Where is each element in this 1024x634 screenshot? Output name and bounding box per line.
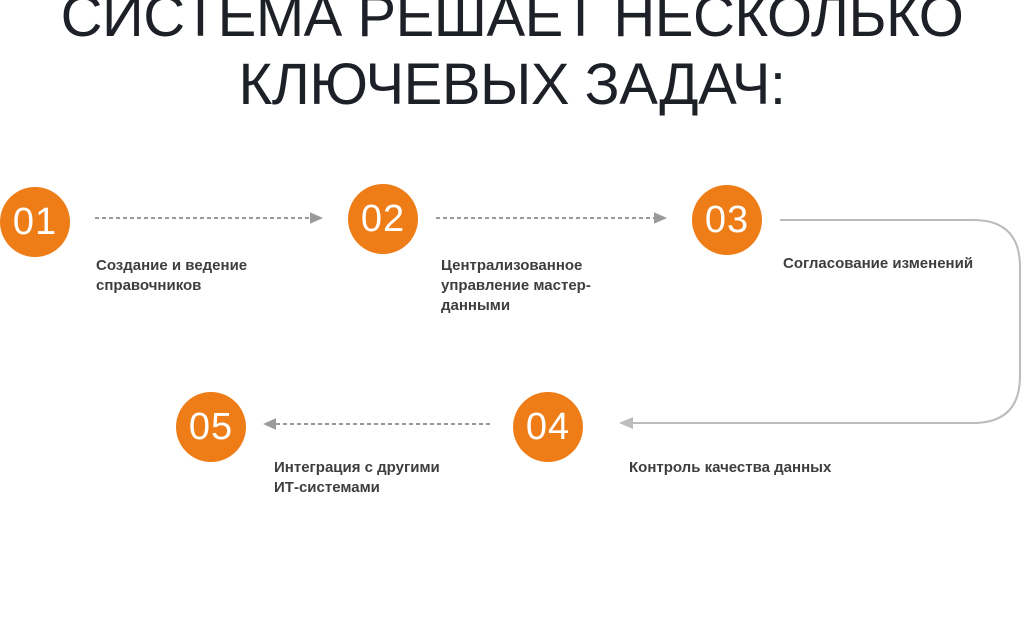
- step-label-02: Централизованное управление мастер- данн…: [441, 257, 591, 314]
- title-line-2: КЛЮЧЕВЫХ ЗАДАЧ:: [238, 52, 786, 117]
- step-circle-04: 04: [513, 392, 583, 462]
- step-circle-01: 01: [0, 187, 70, 257]
- arrow-step3-to-step4-icon: [619, 219, 1021, 429]
- step-number-04: 04: [525, 405, 571, 448]
- step-label-01: Создание и ведение справочников: [96, 257, 248, 294]
- step-number-03: 03: [704, 198, 750, 241]
- step-number-02: 02: [360, 197, 406, 240]
- step-circle-02: 02: [348, 184, 418, 254]
- step-circle-05: 05: [176, 392, 246, 462]
- step-label-05: Интеграция с другими ИТ-системами: [274, 459, 440, 496]
- step-number-01: 01: [12, 200, 58, 243]
- title-line-1: СИСТЕМА РЕШАЕТ НЕСКОЛЬКО: [60, 0, 964, 49]
- step-number-05: 05: [188, 405, 234, 448]
- step-label-03: Согласование изменений: [783, 255, 974, 272]
- arrow-step1-to-step2-icon: [95, 212, 323, 224]
- arrow-step2-to-step3-icon: [436, 212, 667, 224]
- step-circle-03: 03: [692, 185, 762, 255]
- arrow-step4-to-step5-icon: [263, 418, 490, 430]
- step-label-04: Контроль качества данных: [629, 459, 832, 476]
- page-title: СИСТЕМА РЕШАЕТ НЕСКОЛЬКО КЛЮЧЕВЫХ ЗАДАЧ:: [0, 0, 1024, 119]
